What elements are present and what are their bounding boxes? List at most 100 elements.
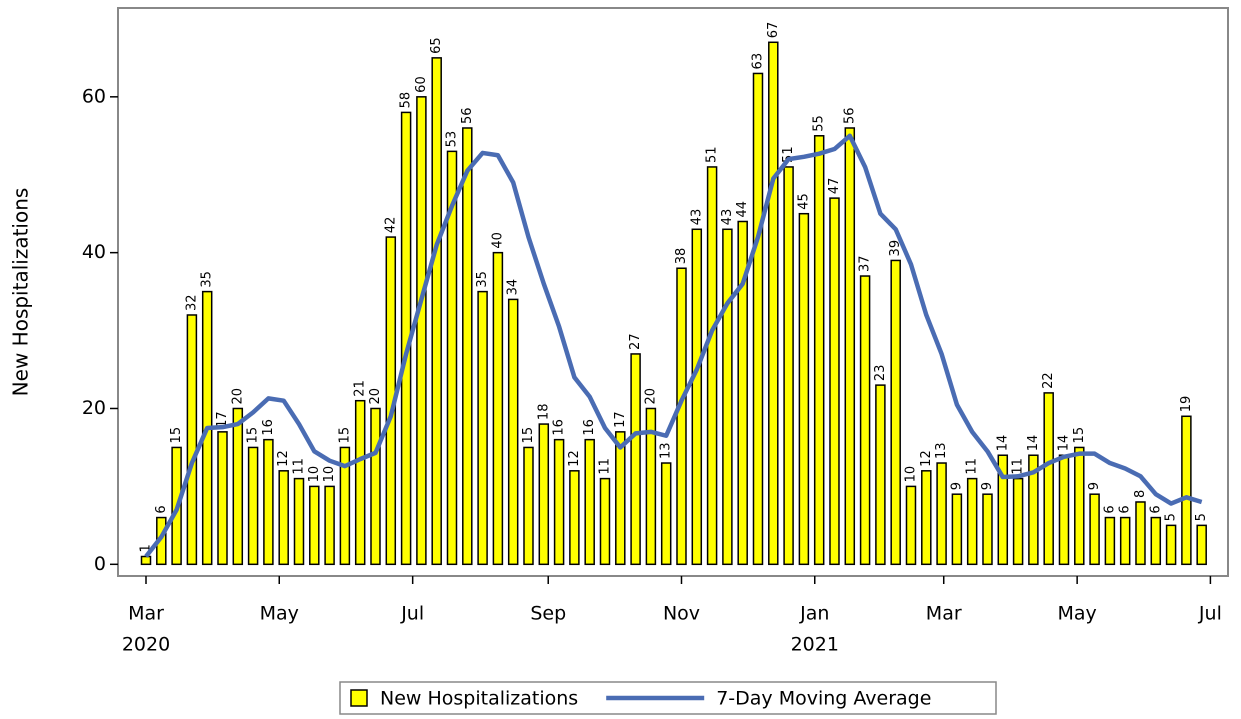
data-label: 27 bbox=[628, 333, 643, 350]
data-label: 5 bbox=[1194, 513, 1209, 521]
bar bbox=[293, 477, 305, 566]
data-label: 9 bbox=[1087, 482, 1102, 490]
data-label: 51 bbox=[705, 146, 720, 163]
bar bbox=[324, 485, 335, 566]
bar bbox=[615, 431, 626, 566]
data-label: 16 bbox=[552, 419, 567, 436]
data-label: 22 bbox=[1041, 372, 1056, 389]
x-tick-label: Jul bbox=[400, 603, 424, 625]
x-tick-label: Sep bbox=[530, 603, 566, 625]
data-label: 12 bbox=[567, 450, 582, 467]
bar bbox=[1135, 501, 1146, 566]
bar bbox=[829, 197, 840, 566]
y-tick-label: 40 bbox=[82, 241, 106, 263]
x-tick-label: Mar bbox=[926, 603, 962, 625]
bar bbox=[186, 314, 198, 566]
x-tick-label: Jul bbox=[1198, 603, 1222, 625]
bar bbox=[966, 477, 978, 566]
bar bbox=[1150, 516, 1162, 566]
data-label: 9 bbox=[980, 482, 995, 490]
data-label: 14 bbox=[1026, 435, 1041, 452]
y-tick-label: 20 bbox=[82, 397, 106, 419]
bar bbox=[890, 259, 901, 566]
bar bbox=[921, 470, 932, 566]
data-label: 14 bbox=[1056, 435, 1071, 452]
data-label: 11 bbox=[1011, 458, 1026, 475]
data-label: 44 bbox=[735, 201, 750, 218]
bar bbox=[844, 127, 856, 566]
data-label: 9 bbox=[949, 482, 964, 490]
data-label: 34 bbox=[506, 279, 521, 296]
bar bbox=[416, 96, 427, 566]
data-label: 56 bbox=[460, 107, 475, 124]
bar bbox=[1119, 516, 1131, 566]
data-label: 1 bbox=[138, 544, 153, 552]
bar bbox=[507, 298, 519, 566]
data-label: 55 bbox=[812, 115, 827, 132]
data-label: 43 bbox=[689, 209, 704, 226]
data-label: 58 bbox=[399, 92, 414, 109]
bar bbox=[599, 477, 611, 566]
data-label: 20 bbox=[368, 388, 383, 405]
data-label: 20 bbox=[230, 388, 245, 405]
data-label: 15 bbox=[337, 427, 352, 444]
legend-label: New Hospitalizations bbox=[380, 688, 578, 710]
bar bbox=[339, 446, 351, 566]
x-tick-label: Nov bbox=[663, 603, 700, 625]
bar bbox=[232, 407, 244, 566]
data-label: 6 bbox=[154, 505, 169, 513]
legend-box bbox=[339, 681, 997, 715]
bar bbox=[1074, 446, 1085, 566]
bar bbox=[905, 485, 917, 566]
data-label: 18 bbox=[536, 404, 551, 421]
data-label: 15 bbox=[246, 427, 261, 444]
bar bbox=[660, 462, 672, 566]
bar bbox=[798, 212, 810, 566]
bar bbox=[538, 423, 550, 566]
x-year-label: 2020 bbox=[122, 634, 170, 656]
data-label: 60 bbox=[414, 76, 429, 93]
bar bbox=[431, 57, 442, 566]
data-label: 14 bbox=[995, 435, 1010, 452]
bar bbox=[783, 166, 794, 566]
bar bbox=[523, 446, 534, 566]
plot-frame bbox=[117, 7, 1229, 577]
data-label: 40 bbox=[490, 232, 505, 249]
bar bbox=[1043, 392, 1054, 566]
bar bbox=[676, 267, 687, 566]
bar bbox=[1028, 454, 1039, 566]
x-year-label: 2021 bbox=[791, 634, 839, 656]
bar bbox=[217, 431, 228, 566]
bar bbox=[278, 470, 289, 566]
data-label: 10 bbox=[307, 466, 322, 483]
bar bbox=[1196, 524, 1207, 566]
bar bbox=[691, 228, 703, 566]
bar bbox=[645, 407, 657, 566]
data-label: 5 bbox=[1164, 513, 1179, 521]
bar bbox=[492, 251, 504, 566]
bar bbox=[706, 166, 718, 566]
bar bbox=[859, 275, 871, 566]
data-label: 35 bbox=[475, 271, 490, 288]
data-label: 15 bbox=[1072, 427, 1087, 444]
data-label: 43 bbox=[720, 209, 735, 226]
bar bbox=[569, 470, 580, 566]
y-tick-label: 60 bbox=[82, 85, 106, 107]
data-label: 10 bbox=[322, 466, 337, 483]
data-label: 37 bbox=[858, 255, 873, 272]
bar bbox=[477, 290, 488, 566]
x-tick-label: May bbox=[260, 603, 299, 625]
data-label: 39 bbox=[888, 240, 903, 257]
x-tick-label: Jan bbox=[799, 603, 829, 625]
bar bbox=[875, 384, 886, 566]
data-label: 12 bbox=[276, 450, 291, 467]
bar bbox=[553, 438, 565, 566]
bar bbox=[1012, 477, 1024, 566]
bar bbox=[263, 438, 274, 566]
y-tick-label: 0 bbox=[94, 553, 106, 575]
y-axis-label: New Hospitalizations bbox=[9, 188, 33, 397]
data-label: 65 bbox=[429, 37, 444, 54]
data-label: 16 bbox=[261, 419, 276, 436]
bar bbox=[247, 446, 259, 566]
